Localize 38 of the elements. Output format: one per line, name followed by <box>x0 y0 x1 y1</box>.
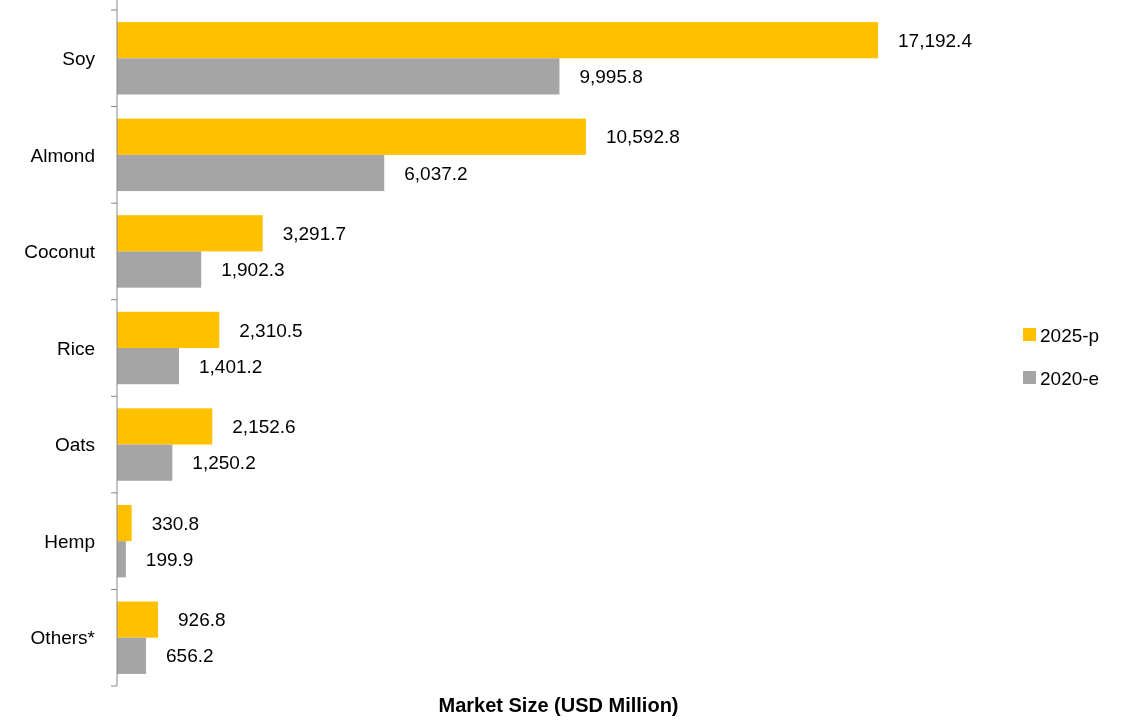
bar <box>117 601 159 638</box>
data-label: 926.8 <box>178 609 226 631</box>
data-label: 2,152.6 <box>232 416 296 438</box>
legend-label: 2025-p <box>1040 324 1100 346</box>
bar <box>117 215 263 252</box>
bar <box>117 541 126 578</box>
data-label: 1,250.2 <box>192 452 256 474</box>
bar <box>117 311 220 348</box>
y-tick-label: Hemp <box>44 530 95 552</box>
legend-label: 2020-e <box>1040 367 1100 389</box>
y-tick-label: Coconut <box>24 241 96 263</box>
bar <box>117 22 878 59</box>
bar <box>117 637 147 674</box>
y-tick-label: Others* <box>30 627 96 649</box>
bar <box>117 58 560 95</box>
data-label: 17,192.4 <box>898 29 973 51</box>
y-tick-label: Rice <box>56 337 95 359</box>
bar <box>117 251 202 288</box>
bar <box>117 154 385 192</box>
data-label: 2,310.5 <box>239 319 303 341</box>
y-tick-label: Almond <box>30 144 95 166</box>
data-label: 10,592.8 <box>605 126 680 148</box>
bar <box>117 504 132 542</box>
bar <box>117 348 180 385</box>
bar <box>117 408 213 445</box>
data-label: 3,291.7 <box>282 222 347 244</box>
x-axis-title: Market Size (USD Million) <box>438 694 679 716</box>
data-label: 199.9 <box>145 548 194 570</box>
data-label: 330.8 <box>151 512 200 534</box>
bar <box>117 118 586 155</box>
data-label: 1,401.2 <box>199 355 263 377</box>
bar <box>117 444 173 481</box>
y-tick-label: Oats <box>54 434 95 456</box>
y-tick-label: Soy <box>62 47 96 69</box>
data-label: 9,995.8 <box>579 66 643 88</box>
data-label: 656.2 <box>166 645 214 667</box>
data-label: 1,902.3 <box>221 259 285 281</box>
data-label: 6,037.2 <box>404 162 468 184</box>
